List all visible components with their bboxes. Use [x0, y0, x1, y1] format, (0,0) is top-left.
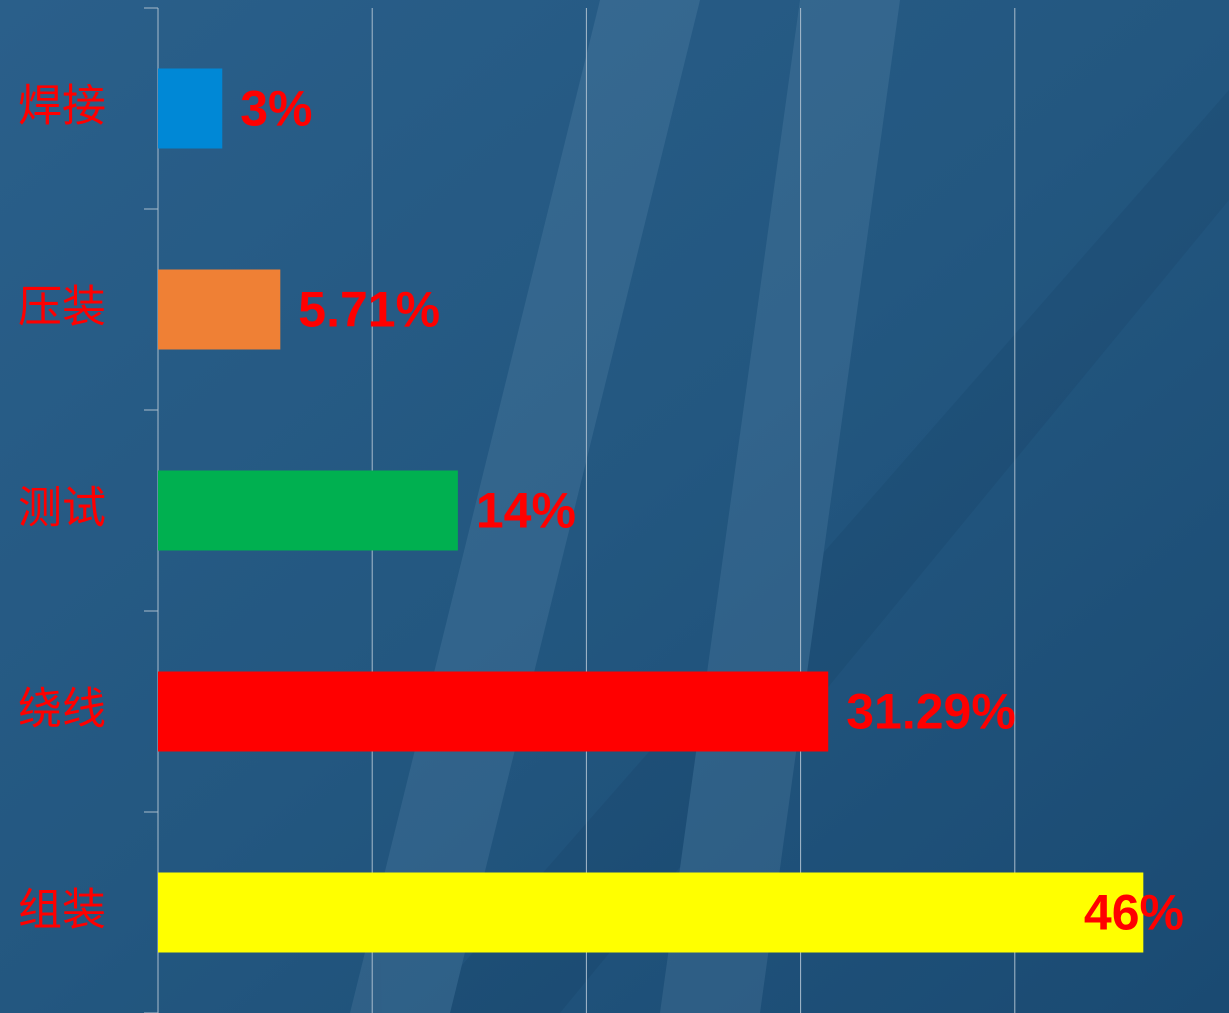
data-label: 5.71%: [298, 282, 440, 338]
data-label: 14%: [476, 483, 576, 539]
y-tick-label: 测试: [18, 483, 106, 534]
bar: [158, 872, 1144, 953]
bar: [158, 68, 223, 149]
bar: [158, 470, 458, 551]
background-texture: [350, 0, 1229, 1013]
data-label: 3%: [240, 81, 312, 137]
data-label: 46%: [1084, 885, 1184, 941]
y-tick-label: 压装: [18, 282, 106, 333]
y-tick-label: 组装: [18, 885, 106, 936]
data-label: 31.29%: [846, 684, 1016, 740]
bar: [158, 671, 829, 752]
bar: [158, 269, 281, 350]
y-tick-label: 焊接: [18, 81, 106, 132]
y-tick-label: 绕线: [18, 684, 106, 735]
